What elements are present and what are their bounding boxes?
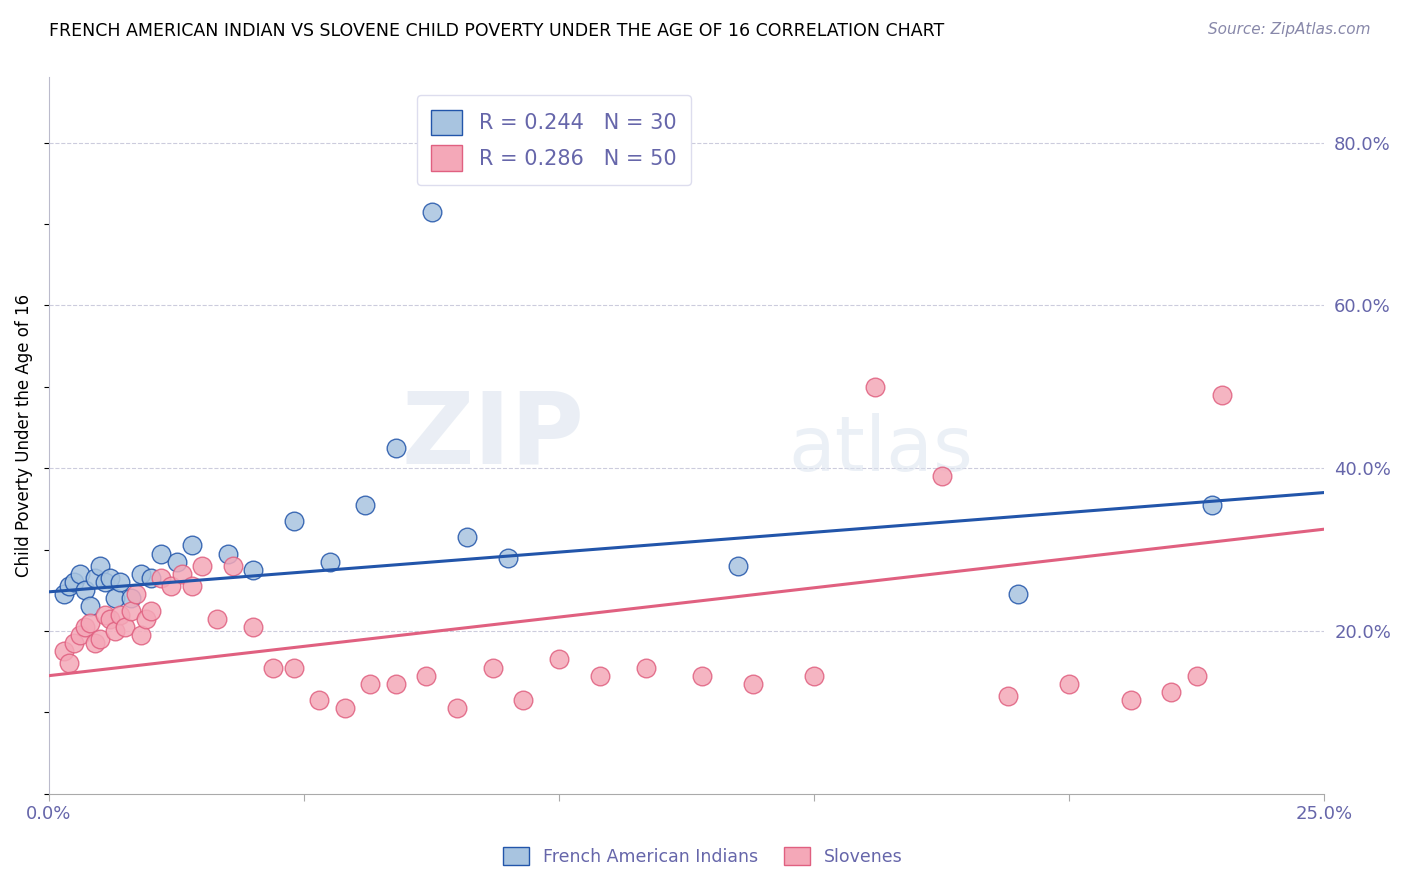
Point xyxy=(139,571,162,585)
Point xyxy=(1211,388,1233,402)
Point xyxy=(548,652,571,666)
Legend: R = 0.244   N = 30, R = 0.286   N = 50: R = 0.244 N = 30, R = 0.286 N = 50 xyxy=(416,95,692,186)
Point xyxy=(94,607,117,622)
Point xyxy=(456,530,478,544)
Point xyxy=(166,555,188,569)
Point xyxy=(98,571,121,585)
Point xyxy=(180,579,202,593)
Point xyxy=(318,555,340,569)
Point xyxy=(58,579,80,593)
Point xyxy=(931,469,953,483)
Point xyxy=(160,579,183,593)
Point xyxy=(89,632,111,646)
Point xyxy=(58,657,80,671)
Point xyxy=(125,587,148,601)
Point xyxy=(150,547,173,561)
Point xyxy=(385,441,408,455)
Point xyxy=(98,612,121,626)
Point xyxy=(283,514,305,528)
Point xyxy=(63,636,86,650)
Point xyxy=(69,566,91,581)
Point xyxy=(79,599,101,614)
Point xyxy=(53,644,76,658)
Point xyxy=(359,677,381,691)
Point xyxy=(482,660,505,674)
Point xyxy=(79,615,101,630)
Point xyxy=(180,538,202,552)
Point xyxy=(1119,693,1142,707)
Point xyxy=(135,612,157,626)
Point xyxy=(139,603,162,617)
Point xyxy=(589,668,612,682)
Point xyxy=(170,566,193,581)
Point xyxy=(333,701,356,715)
Point xyxy=(308,693,330,707)
Text: ZIP: ZIP xyxy=(402,387,585,484)
Point xyxy=(83,636,105,650)
Point xyxy=(1201,498,1223,512)
Point xyxy=(262,660,284,674)
Point xyxy=(120,591,142,606)
Point xyxy=(354,498,377,512)
Point xyxy=(1185,668,1208,682)
Point xyxy=(104,624,127,638)
Point xyxy=(1160,685,1182,699)
Point xyxy=(73,583,96,598)
Point xyxy=(114,620,136,634)
Point xyxy=(129,628,152,642)
Point xyxy=(1059,677,1081,691)
Point xyxy=(283,660,305,674)
Point xyxy=(242,563,264,577)
Point xyxy=(69,628,91,642)
Point xyxy=(727,558,749,573)
Point xyxy=(634,660,657,674)
Point xyxy=(1007,587,1029,601)
Point xyxy=(690,668,713,682)
Point xyxy=(120,603,142,617)
Point xyxy=(997,689,1019,703)
Point xyxy=(742,677,765,691)
Point xyxy=(89,558,111,573)
Point xyxy=(94,575,117,590)
Point xyxy=(191,558,214,573)
Point xyxy=(53,587,76,601)
Point xyxy=(129,566,152,581)
Text: atlas: atlas xyxy=(789,413,973,487)
Point xyxy=(415,668,437,682)
Point xyxy=(221,558,243,573)
Point xyxy=(104,591,127,606)
Text: FRENCH AMERICAN INDIAN VS SLOVENE CHILD POVERTY UNDER THE AGE OF 16 CORRELATION : FRENCH AMERICAN INDIAN VS SLOVENE CHILD … xyxy=(49,22,945,40)
Point xyxy=(207,612,229,626)
Y-axis label: Child Poverty Under the Age of 16: Child Poverty Under the Age of 16 xyxy=(15,294,32,577)
Point xyxy=(420,204,443,219)
Point xyxy=(496,550,519,565)
Point xyxy=(110,607,132,622)
Point xyxy=(150,571,173,585)
Point xyxy=(83,571,105,585)
Point xyxy=(73,620,96,634)
Point xyxy=(865,380,887,394)
Point xyxy=(242,620,264,634)
Point xyxy=(110,575,132,590)
Point xyxy=(803,668,825,682)
Point xyxy=(217,547,239,561)
Text: Source: ZipAtlas.com: Source: ZipAtlas.com xyxy=(1208,22,1371,37)
Point xyxy=(385,677,408,691)
Legend: French American Indians, Slovenes: French American Indians, Slovenes xyxy=(496,840,910,872)
Point xyxy=(512,693,534,707)
Point xyxy=(446,701,468,715)
Point xyxy=(63,575,86,590)
